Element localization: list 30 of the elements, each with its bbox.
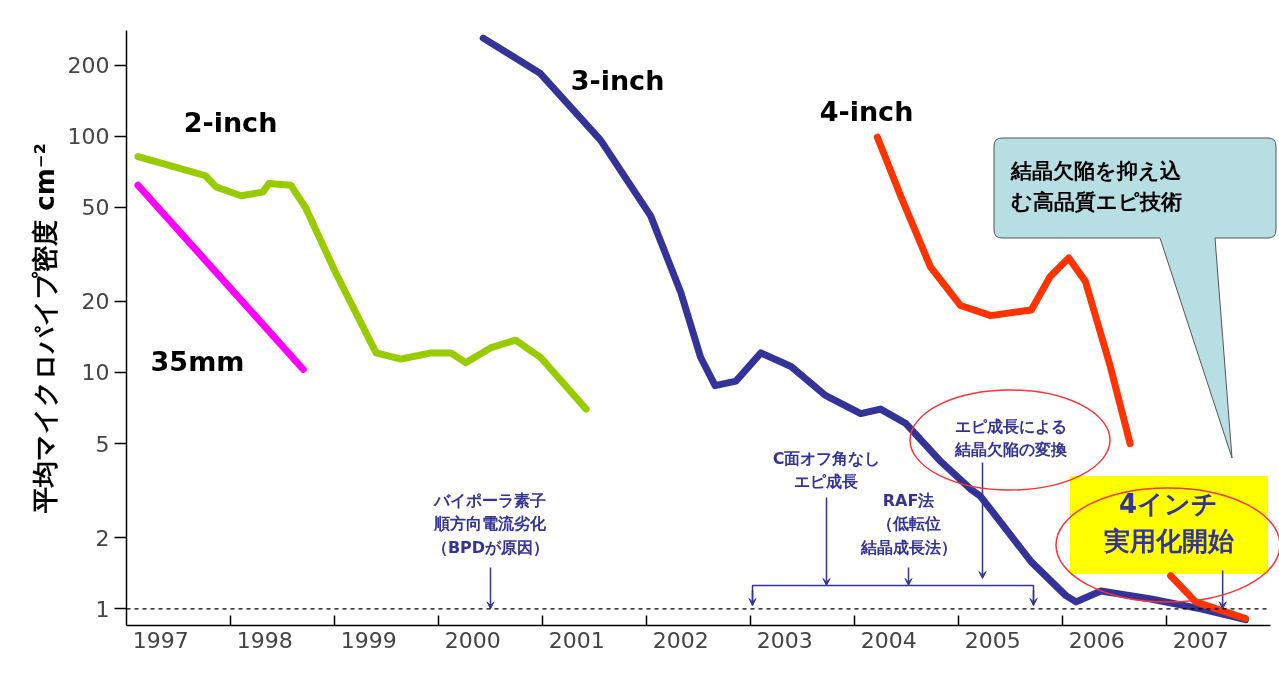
x-tick-label: 1999 bbox=[340, 627, 397, 653]
y-tick-label: 5 bbox=[95, 431, 110, 457]
y-tick-label: 50 bbox=[81, 195, 110, 221]
x-tick-label: 2005 bbox=[964, 627, 1021, 653]
y-tick-label: 2 bbox=[95, 525, 110, 551]
series-label: 2-inch bbox=[183, 107, 278, 138]
series-label: 3-inch bbox=[570, 65, 665, 96]
x-tick-label: 2004 bbox=[860, 627, 917, 653]
series-label: 4-inch bbox=[819, 96, 914, 127]
annotation: バイポーラ素子順方向電流劣化（BPDが原因） bbox=[431, 490, 550, 557]
x-tick-label: 2003 bbox=[756, 627, 813, 653]
x-tick-label: 2001 bbox=[548, 627, 605, 653]
x-tick-label: 2002 bbox=[652, 627, 709, 653]
annotation: RAF法（低転位結晶成長法） bbox=[859, 490, 957, 557]
x-tick-label: 2000 bbox=[444, 627, 501, 653]
y-tick-label: 1 bbox=[95, 596, 110, 622]
y-tick-label: 20 bbox=[81, 289, 110, 315]
series-label: 35mm bbox=[150, 346, 245, 377]
x-tick-label: 2006 bbox=[1068, 627, 1125, 653]
y-tick-label: 200 bbox=[67, 53, 110, 79]
annotation: 結晶欠陥を抑え込む高品質エピ技術 bbox=[1009, 158, 1182, 214]
y-axis-title: 平均マイクロパイプ密度 cm⁻² bbox=[29, 143, 60, 514]
x-tick-label: 1997 bbox=[132, 627, 189, 653]
annotation: 4インチ実用化開始 bbox=[1102, 488, 1234, 556]
annotation: C面オフ角なしエピ成長 bbox=[772, 448, 881, 492]
x-tick-label: 2007 bbox=[1172, 627, 1229, 653]
y-tick-label: 10 bbox=[81, 360, 110, 386]
y-tick-label: 100 bbox=[67, 124, 110, 150]
x-tick-label: 1998 bbox=[236, 627, 293, 653]
annotation: エピ成長による結晶欠陥の変換 bbox=[953, 416, 1068, 460]
